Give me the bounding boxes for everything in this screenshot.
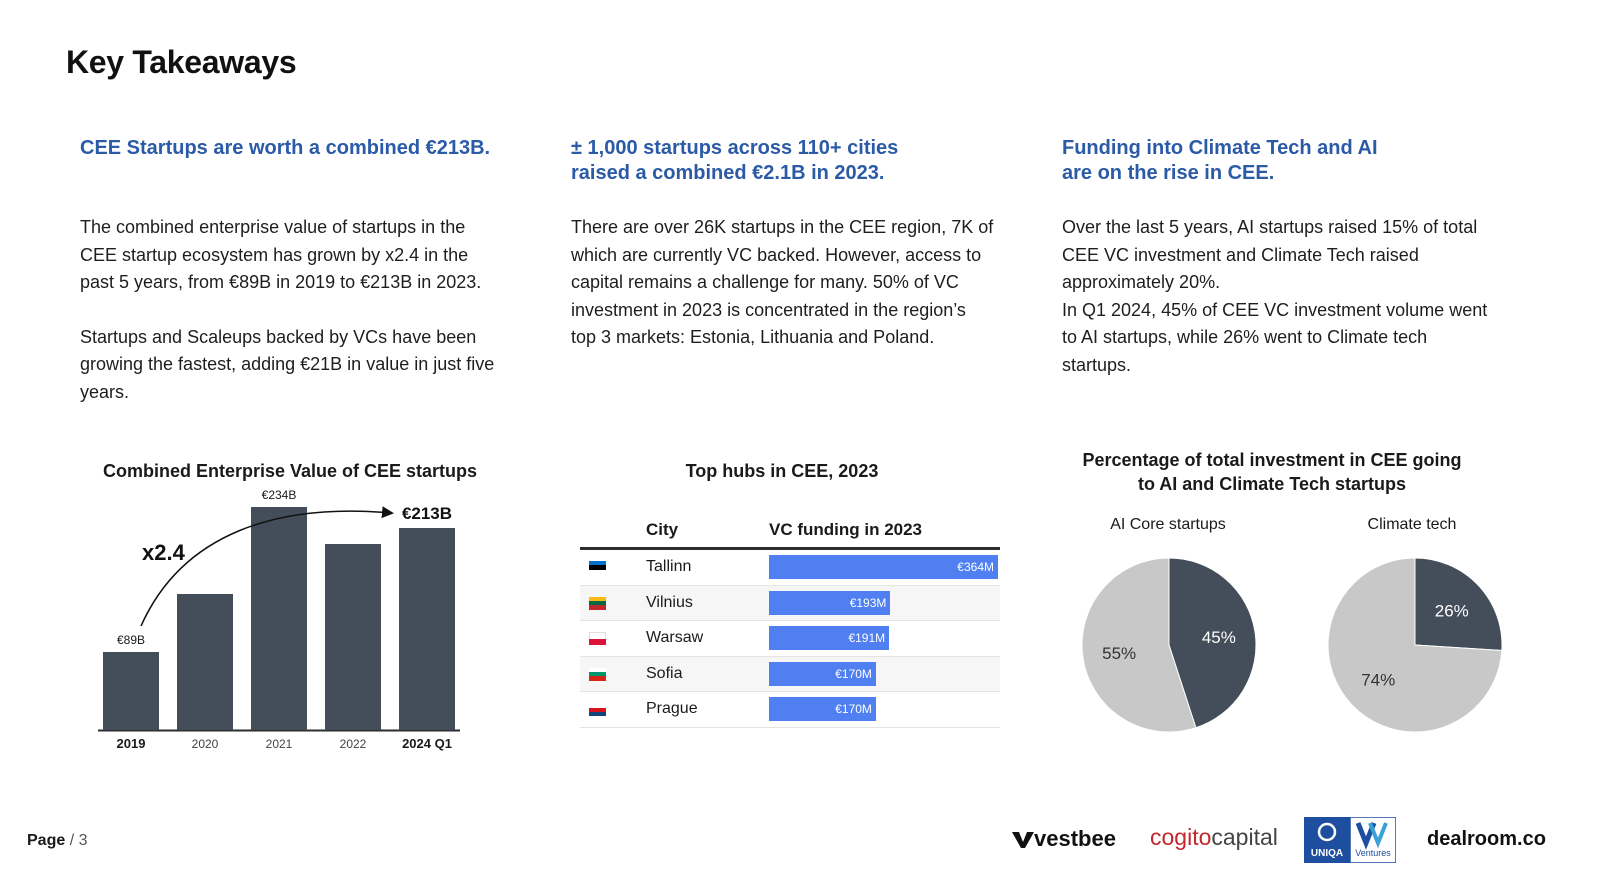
table-header: City VC funding in 2023 (580, 510, 1000, 550)
pie-chart-title: Percentage of total investment in CEE go… (1082, 450, 1462, 494)
vestbee-logo: vestbee (1012, 826, 1116, 852)
hubs-chart-title: Top hubs in CEE, 2023 (685, 461, 879, 481)
column-header-city: City (646, 520, 679, 539)
x-tick-label: 2024 Q1 (402, 736, 452, 751)
table-row: Tallinn €364M (580, 550, 1000, 586)
table-body: Tallinn €364M Vilnius €193M Warsaw €191M Sofia… (580, 550, 1000, 728)
funding-value-label: €170M (835, 666, 872, 681)
table-row: Vilnius €193M (580, 585, 1000, 622)
bar-chart-title: Combined Enterprise Value of CEE startup… (102, 461, 478, 481)
page-indicator: Page / 3 (27, 832, 88, 849)
funding-value-label: €193M (849, 595, 887, 610)
pie-slice-label: 55% (1102, 644, 1136, 663)
table-row: Sofia €170M (580, 656, 1000, 693)
funding-value-label: €364M (957, 560, 994, 574)
climate-tech-pie-chart: 26% 74% (1327, 557, 1503, 733)
bar-2019 (103, 652, 159, 730)
takeaway-heading-2: ± 1,000 startups across 110+ cities rais… (571, 137, 899, 184)
svg-text:Ventures: Ventures (1355, 848, 1391, 858)
pie-slice-label: 26% (1435, 601, 1469, 620)
funding-bar: €364M (769, 555, 998, 579)
takeaway-column-2: ± 1,000 startups across 110+ cities rais… (571, 136, 1011, 352)
bar-value-label: €234B (262, 490, 297, 502)
takeaway-body-2: There are over 26K startups in the CEE r… (571, 217, 994, 347)
uniqa-ventures-mark-icon: UNIQA Ventures (1304, 816, 1397, 864)
bar-2021 (251, 507, 307, 730)
funding-value-label: €191M (848, 631, 886, 646)
funding-bar: €193M (769, 590, 891, 615)
takeaway-heading-3: Funding into Climate Tech and AI are on … (1062, 137, 1378, 184)
page-title: Key Takeaways (66, 44, 297, 80)
city-name: Sofia (646, 664, 683, 682)
city-name: Vilnius (646, 593, 693, 611)
funding-bar: €170M (769, 661, 876, 686)
enterprise-value-bar-chart: 2019 €89B 2020 2021 €234B 2022 2024 Q1 €213B x2.… (98, 490, 460, 751)
bar-value-label: €89B (117, 633, 145, 647)
pie-label-ai: AI Core startups (1110, 516, 1226, 533)
uniqa-ventures-logo: UNIQA Ventures (1304, 816, 1397, 864)
top-hubs-table: City VC funding in 2023 Tallinn €364M Viln… (580, 510, 1000, 728)
svg-text:UNIQA: UNIQA (1311, 848, 1343, 859)
takeaway-body-1: The combined enterprise value of startup… (80, 217, 495, 402)
growth-annotation: x2.4 (142, 540, 186, 565)
flag-icon (589, 561, 606, 574)
bar-value-label-highlight: €213B (402, 504, 452, 523)
takeaway-column-3: Funding into Climate Tech and AI are on … (1062, 136, 1502, 379)
pie-slice-label: 45% (1202, 628, 1236, 647)
vestbee-mark-icon (1012, 832, 1034, 848)
pie-slice (1327, 557, 1503, 733)
pie-slice (1168, 557, 1257, 729)
takeaway-heading-1: CEE Startups are worth a combined €213B. (80, 137, 491, 159)
x-tick-label: 2022 (340, 737, 367, 751)
cogito-capital-logo: cogitocapital (1150, 824, 1278, 850)
funding-bar: €191M (769, 626, 890, 651)
city-name: Prague (646, 700, 698, 718)
pie-label-climate: Climate tech (1367, 516, 1457, 533)
city-name: Tallinn (646, 558, 692, 575)
x-tick-label: 2019 (117, 736, 146, 751)
pie-slice (1414, 557, 1503, 651)
takeaway-body-3: Over the last 5 years, AI startups raise… (1062, 217, 1488, 375)
flag-icon (589, 703, 606, 717)
bar-2022 (325, 544, 381, 730)
column-header-vc-funding: VC funding in 2023 (769, 520, 923, 539)
funding-value-label: €170M (835, 702, 872, 717)
funding-bar: €170M (769, 697, 876, 722)
table-row: Prague €170M (580, 692, 1000, 728)
bar-2024-q1 (399, 528, 455, 730)
flag-icon (589, 667, 606, 681)
pie-slice-label: 74% (1361, 671, 1395, 690)
pie-slice (1081, 557, 1197, 733)
flag-icon (589, 632, 606, 646)
x-tick-label: 2021 (266, 737, 293, 751)
growth-arrow (140, 506, 394, 627)
ai-core-pie-chart: 45% 55% (1081, 557, 1257, 733)
bar-2020 (177, 594, 233, 730)
dealroom-logo: dealroom.co (1427, 828, 1546, 850)
table-row: Warsaw €191M (580, 621, 1000, 657)
city-name: Warsaw (646, 629, 704, 647)
x-tick-label: 2020 (192, 737, 219, 751)
takeaway-column-1: CEE Startups are worth a combined €213B.… (80, 136, 520, 406)
flag-icon (589, 596, 606, 610)
